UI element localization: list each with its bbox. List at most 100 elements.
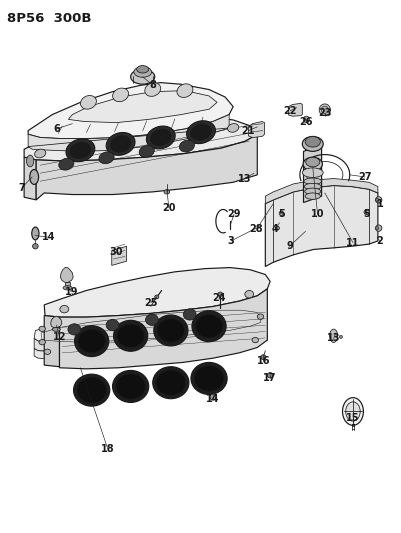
Polygon shape: [36, 134, 257, 200]
Ellipse shape: [303, 178, 321, 184]
Ellipse shape: [318, 104, 330, 116]
Polygon shape: [265, 179, 377, 204]
Text: 12: 12: [53, 332, 66, 342]
Text: 23: 23: [317, 108, 331, 118]
Ellipse shape: [183, 309, 196, 320]
Text: 21: 21: [241, 126, 255, 135]
Ellipse shape: [112, 370, 148, 402]
Ellipse shape: [145, 314, 158, 325]
Ellipse shape: [303, 116, 309, 123]
Text: 5: 5: [363, 209, 369, 219]
Ellipse shape: [77, 377, 106, 403]
Polygon shape: [28, 115, 229, 151]
Ellipse shape: [257, 314, 263, 319]
Text: 7: 7: [19, 183, 25, 192]
Polygon shape: [51, 316, 62, 328]
Polygon shape: [44, 268, 269, 317]
Ellipse shape: [75, 326, 108, 357]
Ellipse shape: [134, 67, 151, 77]
Ellipse shape: [375, 197, 381, 203]
Text: 25: 25: [144, 298, 157, 308]
Ellipse shape: [305, 157, 319, 167]
Polygon shape: [24, 157, 36, 200]
Text: 9: 9: [286, 241, 292, 251]
Polygon shape: [303, 145, 321, 203]
Text: 29: 29: [227, 209, 240, 219]
Ellipse shape: [44, 349, 51, 354]
Ellipse shape: [302, 136, 322, 151]
Polygon shape: [111, 246, 126, 265]
Ellipse shape: [73, 374, 109, 406]
Ellipse shape: [117, 324, 144, 348]
Ellipse shape: [191, 311, 225, 342]
Ellipse shape: [302, 157, 322, 171]
Ellipse shape: [70, 142, 91, 158]
Ellipse shape: [34, 149, 46, 158]
Ellipse shape: [154, 295, 158, 298]
Ellipse shape: [115, 374, 145, 399]
Ellipse shape: [375, 198, 378, 201]
Ellipse shape: [363, 209, 369, 215]
Ellipse shape: [176, 84, 192, 98]
Text: 1: 1: [376, 199, 382, 208]
Polygon shape: [59, 289, 267, 369]
Ellipse shape: [375, 225, 381, 231]
Ellipse shape: [32, 227, 39, 240]
Ellipse shape: [375, 227, 378, 230]
Ellipse shape: [106, 133, 135, 155]
Ellipse shape: [304, 188, 320, 195]
Ellipse shape: [329, 329, 337, 342]
Polygon shape: [248, 122, 264, 138]
Ellipse shape: [112, 88, 128, 102]
Text: 22: 22: [283, 106, 296, 116]
Ellipse shape: [60, 305, 69, 313]
Ellipse shape: [139, 146, 154, 157]
Ellipse shape: [186, 121, 215, 143]
Ellipse shape: [304, 183, 320, 190]
Polygon shape: [34, 338, 56, 352]
Ellipse shape: [302, 168, 322, 177]
Text: 17: 17: [263, 374, 276, 383]
Ellipse shape: [146, 126, 175, 149]
Ellipse shape: [190, 124, 211, 140]
Polygon shape: [28, 83, 233, 139]
Ellipse shape: [164, 190, 169, 194]
Text: 27: 27: [357, 172, 371, 182]
Ellipse shape: [227, 124, 238, 132]
Ellipse shape: [39, 326, 45, 332]
Ellipse shape: [179, 140, 194, 152]
Ellipse shape: [338, 335, 342, 338]
Ellipse shape: [244, 290, 253, 298]
Text: 11: 11: [345, 238, 359, 247]
Text: 13: 13: [237, 174, 251, 183]
Ellipse shape: [278, 211, 283, 215]
Polygon shape: [288, 103, 302, 116]
Text: 20: 20: [162, 203, 175, 213]
Ellipse shape: [106, 320, 119, 330]
Text: 16: 16: [256, 356, 269, 366]
Text: 15: 15: [345, 414, 359, 423]
Text: 18: 18: [101, 444, 114, 454]
Ellipse shape: [153, 315, 188, 346]
Text: 14: 14: [206, 394, 219, 403]
Ellipse shape: [144, 83, 160, 96]
Ellipse shape: [156, 370, 185, 395]
Ellipse shape: [68, 324, 81, 335]
Text: 13: 13: [326, 334, 340, 343]
Polygon shape: [68, 91, 217, 123]
Ellipse shape: [190, 362, 227, 394]
Ellipse shape: [59, 158, 74, 170]
Ellipse shape: [275, 227, 279, 230]
Ellipse shape: [152, 367, 188, 399]
Text: 26: 26: [299, 117, 312, 126]
Ellipse shape: [251, 337, 258, 343]
Text: 8P56  300B: 8P56 300B: [7, 12, 91, 25]
Text: 24: 24: [212, 294, 225, 303]
Ellipse shape: [267, 373, 272, 378]
Ellipse shape: [320, 106, 328, 114]
Ellipse shape: [304, 136, 320, 147]
Ellipse shape: [136, 66, 148, 73]
Ellipse shape: [52, 327, 60, 331]
Text: 4: 4: [271, 224, 278, 234]
Ellipse shape: [195, 314, 222, 338]
